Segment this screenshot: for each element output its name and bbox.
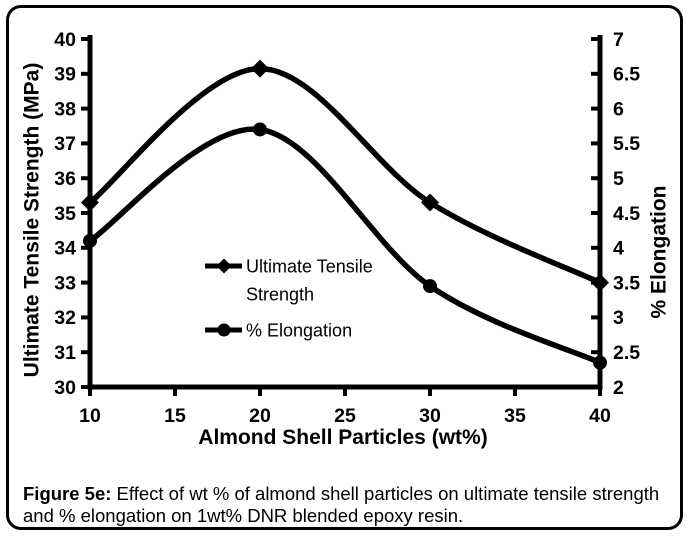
- legend-label: Strength: [246, 284, 314, 304]
- legend-label: % Elongation: [246, 320, 352, 340]
- y-right-tick-label: 4: [613, 238, 624, 260]
- x-tick-label: 35: [504, 405, 526, 427]
- axes-layer: 303132333435363738394022.533.544.555.566…: [54, 29, 640, 427]
- x-tick-label: 20: [249, 405, 271, 427]
- y-left-tick-label: 38: [54, 98, 76, 120]
- x-tick-label: 10: [79, 405, 101, 427]
- y-left-tick-label: 31: [54, 342, 76, 364]
- chart-canvas: 303132333435363738394022.533.544.555.566…: [20, 29, 670, 449]
- y-left-tick-label: 30: [54, 377, 76, 399]
- y-left-tick-label: 40: [54, 29, 76, 51]
- y-left-tick-label: 37: [54, 133, 76, 155]
- y-right-tick-label: 6: [613, 98, 624, 120]
- y-left-tick-label: 35: [54, 203, 76, 225]
- y-right-tick-label: 3.5: [613, 272, 640, 294]
- data-point-circle: [593, 355, 607, 370]
- data-point-circle: [423, 279, 437, 294]
- x-tick-label: 25: [334, 405, 356, 427]
- y-left-tick-label: 39: [54, 64, 76, 86]
- series-curve-1: [87, 65, 603, 286]
- x-axis-title: Almond Shell Particles (wt%): [198, 426, 487, 449]
- figure-caption-label: Figure 5e:: [23, 482, 112, 504]
- legend-key-circle: [217, 323, 231, 337]
- figure-caption: Figure 5e: Effect of wt % of almond shel…: [23, 483, 671, 528]
- y-left-tick-label: 34: [54, 238, 76, 260]
- series-layer: [81, 59, 609, 370]
- series-curve-2: [87, 126, 603, 366]
- y-right-tick-label: 2: [613, 377, 624, 399]
- data-point-diamond: [591, 273, 609, 292]
- y-right-axis-title: % Elongation: [647, 186, 670, 319]
- chart-legend: Ultimate Tensile Strength % Elongation: [205, 256, 373, 340]
- y-right-tick-label: 4.5: [613, 203, 640, 225]
- y-right-tick-label: 2.5: [613, 342, 640, 364]
- figure-caption-text: Effect of wt % of almond shell particles…: [23, 482, 660, 527]
- data-point-diamond: [81, 193, 99, 212]
- y-left-tick-label: 36: [54, 168, 76, 190]
- y-right-tick-label: 5.5: [613, 133, 640, 155]
- data-point-diamond: [421, 193, 439, 212]
- y-right-tick-label: 3: [613, 307, 624, 329]
- y-right-tick-label: 6.5: [613, 64, 640, 86]
- y-right-tick-label: 5: [613, 168, 624, 190]
- data-point-diamond: [251, 59, 269, 78]
- legend-key-diamond: [216, 258, 232, 274]
- data-point-circle: [253, 122, 267, 137]
- x-tick-label: 40: [589, 405, 611, 427]
- y-right-tick-label: 7: [613, 29, 624, 51]
- x-tick-label: 15: [164, 405, 186, 427]
- y-left-tick-label: 32: [54, 307, 76, 329]
- data-point-circle: [83, 233, 97, 248]
- x-tick-label: 30: [419, 405, 441, 427]
- y-left-axis-title: Ultimate Tensile Strength (MPa): [20, 63, 43, 378]
- y-left-tick-label: 33: [54, 272, 76, 294]
- legend-label: Ultimate Tensile: [246, 256, 373, 276]
